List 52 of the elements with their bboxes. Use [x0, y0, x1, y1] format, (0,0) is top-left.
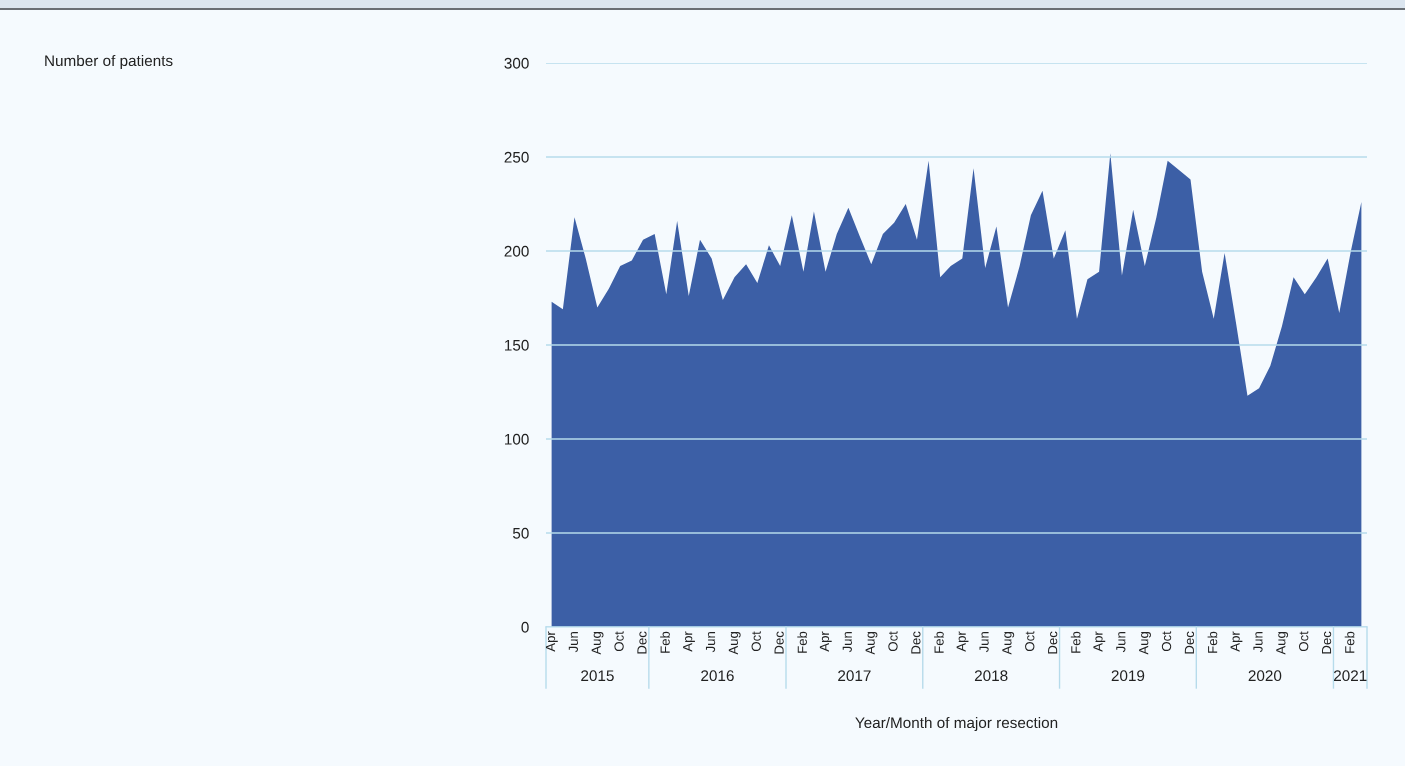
x-tick-label: Aug	[1276, 632, 1289, 655]
x-tick-label: Feb	[660, 631, 670, 653]
x-tick-label: Jun	[842, 632, 852, 653]
x-tick-label: Dec	[1048, 631, 1058, 654]
y-tick-label: 0	[521, 621, 529, 633]
x-tick-label: Aug	[728, 632, 741, 655]
x-tick-label: Apr	[545, 631, 558, 652]
x-tick-label: Dec	[1321, 631, 1332, 654]
x-tick-label: Feb	[934, 631, 944, 653]
x-tick-label: Dec	[637, 631, 647, 654]
x-tick-label: Jun	[1116, 632, 1126, 653]
x-tick-label: Oct	[888, 631, 898, 652]
text: 2016	[701, 670, 734, 682]
x-tick-label: Dec	[774, 631, 784, 654]
y-tick-label: 100	[505, 433, 529, 445]
x-tick-label: Jun	[979, 632, 989, 653]
y-tick-label: 200	[504, 245, 529, 257]
x-tick-label: Feb	[1207, 631, 1218, 653]
x-tick-label: Apr	[1230, 631, 1243, 652]
text: 2018	[974, 670, 1008, 682]
x-tick-label: Feb	[797, 631, 807, 653]
x-tick-label: Oct	[614, 631, 624, 652]
text: 2020	[1248, 670, 1282, 682]
x-tick-label: Jun	[568, 632, 579, 653]
x-tick-label: Apr	[683, 631, 695, 652]
y-tick-label: 300	[504, 57, 529, 69]
text: 2017	[838, 670, 871, 682]
text: 2021	[1334, 670, 1367, 682]
x-tick-label: Oct	[1025, 631, 1035, 652]
y-tick-label: 50	[512, 527, 529, 539]
x-tick-label: Aug	[591, 632, 604, 655]
x-tick-label: Aug	[865, 632, 878, 655]
x-axis-title: Year/Month of major resection	[855, 716, 1058, 732]
x-tick-label: Apr	[956, 631, 969, 652]
x-tick-label: Oct	[751, 631, 761, 652]
x-tick-label: Dec	[911, 631, 921, 654]
y-tick-label: 150	[505, 339, 529, 351]
x-tick-label: Feb	[1070, 631, 1081, 653]
x-tick-label: Aug	[1139, 632, 1151, 655]
x-tick-label: Oct	[1161, 631, 1172, 652]
y-tick-label: 250	[504, 151, 529, 163]
x-tick-label: Dec	[1184, 631, 1195, 654]
x-tick-label: Apr	[819, 631, 832, 652]
x-tick-label: Feb	[1344, 631, 1355, 653]
text: 2015	[581, 670, 614, 682]
text: 2019	[1111, 670, 1145, 682]
x-tick-label: Oct	[1299, 631, 1309, 652]
x-tick-label: Jun	[705, 632, 716, 653]
x-tick-label: Apr	[1093, 631, 1106, 652]
x-tick-label: Jun	[1253, 632, 1263, 653]
text: Number of patients	[45, 54, 173, 70]
x-tick-label: Aug	[1002, 632, 1015, 655]
